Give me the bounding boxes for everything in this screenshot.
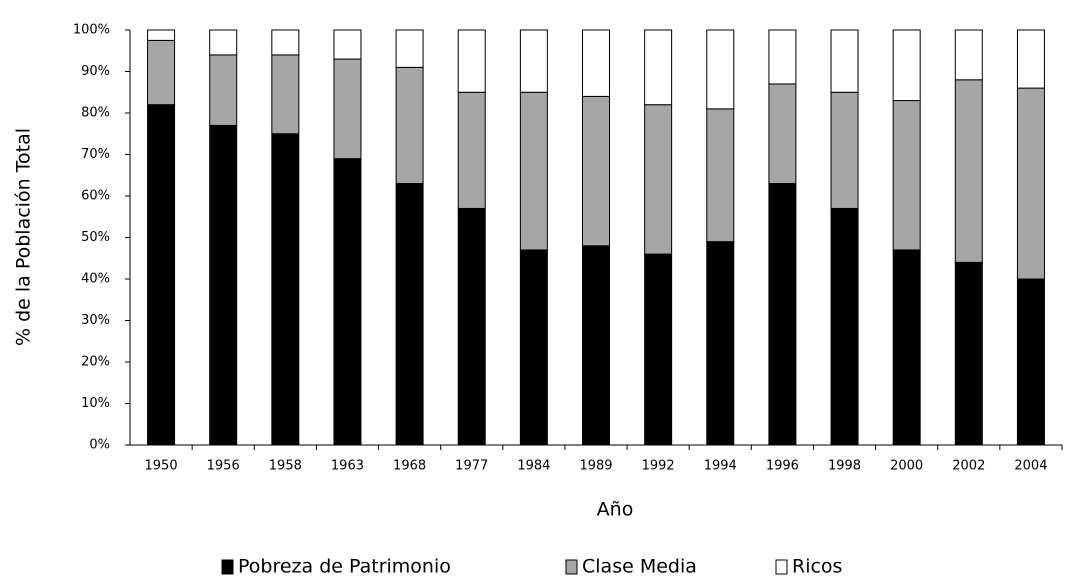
bar-segment	[582, 29, 610, 97]
bar-segment	[147, 29, 176, 41]
x-tick-label: 1989	[579, 459, 612, 474]
y-tick-label: 20%	[81, 355, 110, 370]
y-tick-label: 30%	[81, 313, 110, 328]
y-tick-label: 70%	[81, 147, 110, 162]
bar-segment	[706, 29, 735, 110]
y-tick-label: 80%	[81, 106, 110, 121]
x-tick-label: 1992	[642, 459, 675, 474]
bar-segment	[768, 183, 797, 446]
bar-segment	[457, 91, 486, 209]
bar-segment	[706, 241, 735, 446]
legend-text: Pobreza de Patrimonio	[238, 556, 451, 577]
bar-segment	[706, 108, 735, 243]
bar-segment	[644, 104, 673, 255]
bar-segment	[830, 91, 859, 209]
bar-segment	[519, 29, 548, 93]
x-tick-label: 1996	[766, 459, 799, 474]
legend-swatch	[565, 559, 578, 575]
y-tick-label: 50%	[81, 230, 110, 245]
x-tick-label: 1977	[455, 459, 488, 474]
x-tick-label: 2004	[1014, 459, 1047, 474]
bar-segment	[644, 29, 673, 106]
x-tick-label: 1963	[331, 459, 364, 474]
legend-text: Clase Media	[582, 556, 697, 577]
bar-segment	[395, 66, 424, 185]
bar-segment	[830, 29, 859, 93]
bar-segment	[457, 207, 486, 446]
legend-swatch	[775, 559, 788, 575]
bar-segment	[519, 249, 548, 446]
bar-segment	[954, 29, 983, 81]
x-tick-label: 1968	[393, 459, 426, 474]
bar-segment	[333, 58, 362, 160]
y-axis-title: % de la Población Total	[13, 128, 35, 346]
bar-segment	[1016, 278, 1045, 446]
bar-segment	[147, 104, 176, 446]
bar-segment	[395, 29, 424, 68]
bar-segment	[519, 91, 548, 251]
y-tick-label: 100%	[73, 23, 110, 38]
x-tick-label: 1994	[704, 459, 737, 474]
legend-text: Ricos	[792, 556, 842, 577]
x-tick-label: 1956	[207, 459, 240, 474]
bar-segment	[582, 95, 610, 247]
x-tick-label: 1950	[145, 459, 178, 474]
y-tick-label: 10%	[81, 396, 110, 411]
bar-segment	[209, 54, 238, 126]
bar-segment	[333, 29, 362, 60]
x-axis-title: Año	[597, 499, 634, 521]
bar-segment	[954, 261, 983, 446]
y-tick-label: 60%	[81, 189, 110, 204]
y-tick-label: 40%	[81, 272, 110, 287]
bar-segment	[644, 253, 673, 446]
bar-segment	[768, 29, 797, 85]
bar-segment	[333, 158, 362, 446]
bar-segment	[892, 100, 921, 251]
bar-segment	[271, 54, 300, 135]
x-tick-label: 1958	[269, 459, 302, 474]
bar-segment	[271, 29, 300, 56]
bar-segment	[582, 245, 610, 446]
bar-segment	[209, 124, 238, 446]
bar-segment	[271, 133, 300, 446]
x-tick-label: 2000	[890, 459, 923, 474]
y-tick-label: 0%	[89, 438, 110, 453]
bar-segment	[457, 29, 486, 93]
bar-segment	[768, 83, 797, 185]
legend-swatch	[221, 559, 234, 575]
bar-segment	[830, 207, 859, 446]
bar-segment	[1016, 87, 1045, 280]
x-tick-label: 1984	[517, 459, 550, 474]
x-tick-label: 2002	[952, 459, 985, 474]
bar-segment	[892, 29, 921, 102]
bar-segment	[395, 183, 424, 446]
bar-segment	[954, 79, 983, 263]
bar-segment	[147, 39, 176, 106]
bar-segment	[209, 29, 238, 56]
bar-segment	[892, 249, 921, 446]
y-tick-label: 90%	[81, 64, 110, 79]
x-tick-label: 1998	[828, 459, 861, 474]
bar-segment	[1016, 29, 1045, 89]
